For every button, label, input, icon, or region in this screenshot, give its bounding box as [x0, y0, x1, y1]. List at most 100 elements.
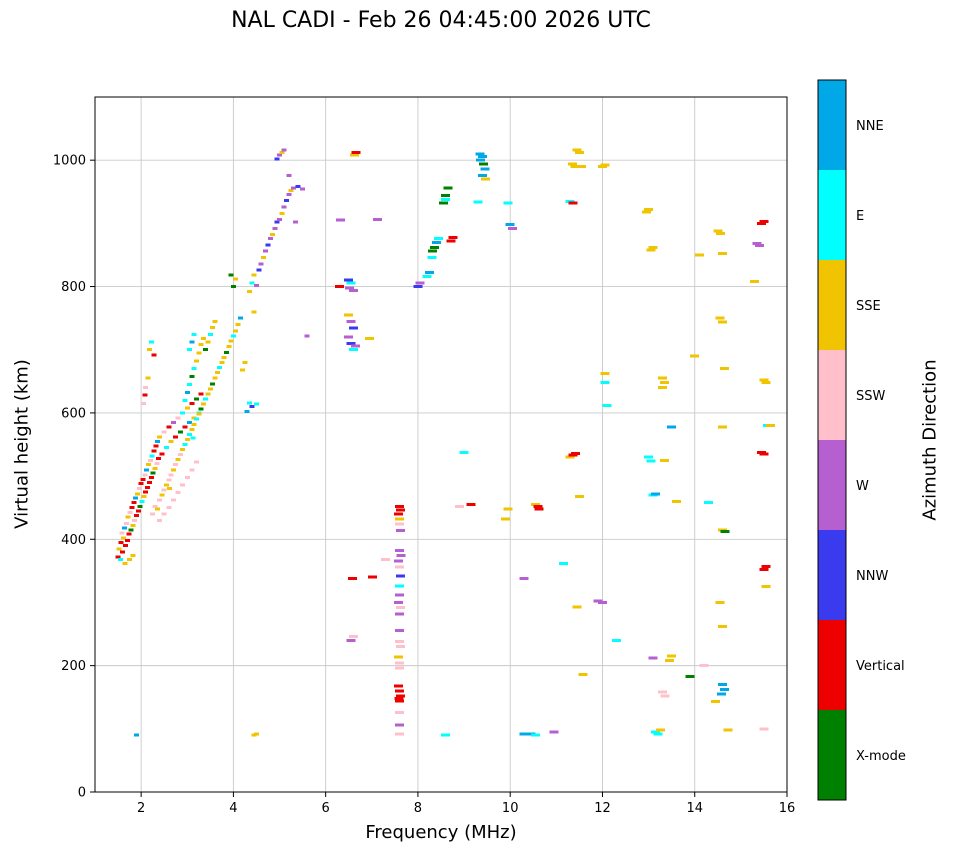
- data-point-Vertical: [761, 564, 771, 568]
- data-point-NNE: [187, 420, 193, 424]
- data-point-Vertical: [120, 550, 126, 554]
- data-point-W: [346, 638, 356, 642]
- colorbar: NNE E SSE SSW W NNW Vertical X-mode: [817, 79, 906, 801]
- x-tick-label: 2: [137, 801, 145, 816]
- data-point-NNW: [295, 185, 301, 189]
- data-point-SSE: [578, 672, 588, 676]
- data-point-NNW: [413, 285, 423, 289]
- data-point-SSE: [394, 517, 404, 521]
- data-point-SSE: [121, 536, 127, 540]
- data-point-SSE: [717, 425, 727, 429]
- data-point-SSE: [690, 354, 700, 358]
- data-point-X-mode: [203, 348, 209, 352]
- data-point-SSE: [122, 561, 128, 565]
- data-point-NNW: [274, 220, 280, 224]
- data-point-SSE: [141, 494, 147, 498]
- data-point-Vertical: [145, 485, 151, 489]
- data-point-E: [427, 255, 437, 259]
- data-point-Vertical: [115, 555, 121, 559]
- data-point-NNE: [144, 468, 150, 472]
- data-point-SSE: [175, 458, 181, 462]
- data-point-SSE: [694, 253, 704, 257]
- data-point-NNE: [478, 173, 488, 177]
- data-point-Vertical: [140, 477, 146, 481]
- y-tick-label: 800: [61, 280, 86, 295]
- data-point-SSE: [765, 424, 775, 428]
- data-point-SSE: [130, 523, 136, 527]
- data-point-NNE: [476, 158, 486, 162]
- data-point-SSW: [184, 475, 190, 479]
- data-point-Vertical: [143, 490, 149, 494]
- data-point-SSW: [180, 483, 186, 487]
- data-point-SSE: [567, 162, 577, 166]
- data-point-SSE: [288, 189, 294, 193]
- data-point-SSE: [198, 343, 204, 347]
- plot-border: [94, 96, 788, 793]
- data-point-NNE: [720, 688, 730, 692]
- data-point-NNE: [431, 240, 441, 244]
- data-point-SSE: [233, 329, 239, 333]
- data-point-W: [263, 249, 269, 253]
- data-point-NNE: [478, 154, 488, 158]
- data-point-SSW: [394, 522, 404, 526]
- data-point-X-mode: [210, 382, 216, 386]
- data-point-SSE: [710, 700, 720, 704]
- y-tick-label: 600: [61, 406, 86, 421]
- data-point-W: [258, 262, 264, 266]
- data-point-SSE: [240, 368, 246, 372]
- data-point-SSE: [200, 402, 206, 406]
- data-point-W: [549, 730, 559, 734]
- data-point-SSE: [134, 492, 140, 496]
- data-point-SSE: [713, 229, 723, 233]
- data-point-NNE: [237, 316, 243, 320]
- data-point-Vertical: [134, 513, 140, 517]
- data-point-SSW: [657, 690, 667, 694]
- data-point-SSE: [565, 455, 575, 459]
- data-point-Vertical: [142, 393, 148, 397]
- data-point-X-mode: [223, 350, 229, 354]
- data-point-W: [394, 549, 404, 553]
- data-point-E: [217, 365, 223, 369]
- data-point-SSE: [242, 360, 248, 364]
- data-point-SSE: [154, 507, 160, 511]
- data-point-E: [611, 638, 621, 642]
- data-point-E: [644, 455, 654, 459]
- data-point-SSW: [170, 498, 176, 502]
- data-point-SSE: [170, 468, 176, 472]
- data-point-W: [286, 173, 292, 177]
- data-point-Vertical: [151, 353, 157, 357]
- data-point-W: [335, 218, 345, 222]
- data-point-E: [193, 417, 199, 421]
- x-tick-label: 6: [322, 801, 330, 816]
- data-point-SSE: [168, 439, 174, 443]
- data-point-SSE: [146, 348, 152, 352]
- data-point-E: [651, 730, 661, 734]
- data-point-W: [290, 186, 296, 190]
- data-point-SSE: [145, 376, 151, 380]
- data-point-E: [531, 733, 541, 737]
- x-axis-label: Frequency (MHz): [365, 822, 517, 843]
- data-point-Vertical: [126, 532, 132, 536]
- data-point-SSW: [143, 386, 149, 390]
- colorbar-border: [817, 79, 847, 801]
- colorbar-segment-SSW: [818, 350, 846, 440]
- data-point-SSE: [641, 210, 651, 214]
- data-point-Vertical: [534, 507, 544, 511]
- data-point-E: [565, 199, 575, 203]
- data-point-SSE: [572, 605, 582, 609]
- data-point-SSE: [221, 355, 227, 359]
- data-point-W: [277, 153, 283, 157]
- data-point-SSE: [501, 517, 511, 521]
- data-point-W: [304, 334, 310, 338]
- data-point-Vertical: [568, 453, 578, 457]
- data-point-NNE: [505, 223, 515, 227]
- data-point-W: [394, 559, 404, 563]
- colorbar-segment-NNE: [818, 80, 846, 170]
- data-point-Vertical: [757, 221, 767, 225]
- data-point-W: [395, 528, 405, 532]
- data-point-SSW: [132, 518, 138, 522]
- data-point-NNE: [716, 692, 726, 696]
- data-point-SSW: [157, 518, 163, 522]
- data-point-Vertical: [571, 451, 581, 455]
- colorbar-segment-X-mode: [818, 710, 846, 800]
